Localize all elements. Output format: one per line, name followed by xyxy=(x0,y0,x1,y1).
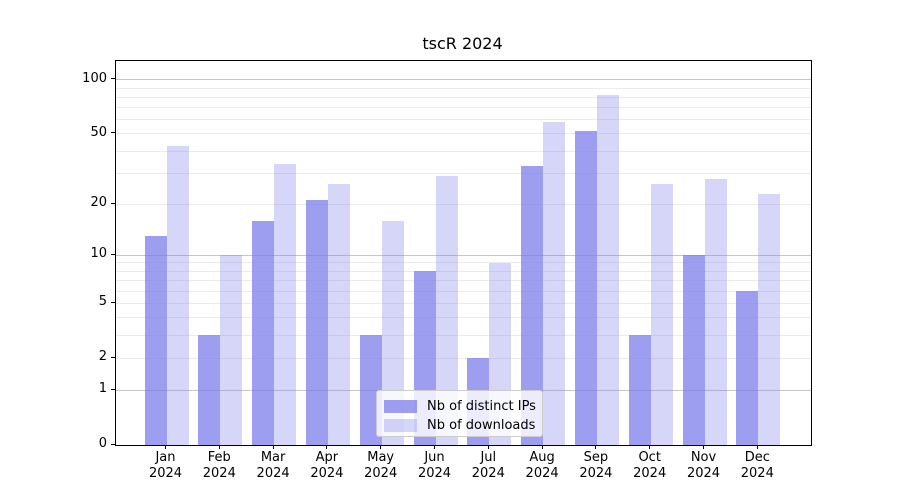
bar-distinct-ips xyxy=(521,165,544,445)
x-axis-tick-mark xyxy=(434,445,435,449)
grid-line-minor xyxy=(116,87,811,89)
x-axis-tick-mark xyxy=(326,445,328,449)
x-axis-tick-mark xyxy=(756,445,758,449)
y-axis-tick-label: 5 xyxy=(98,294,107,310)
grid-line-minor xyxy=(116,262,811,264)
bar-downloads xyxy=(327,184,350,445)
chart-title: tscR 2024 xyxy=(422,34,503,53)
x-axis-tick-mark xyxy=(703,445,704,449)
grid-line-minor xyxy=(116,302,811,304)
grid-line-minor xyxy=(116,119,811,121)
y-axis-tick-mark xyxy=(111,132,115,134)
legend: Nb of distinct IPs Nb of downloads xyxy=(376,390,543,437)
x-axis-tick-mark xyxy=(595,445,597,449)
legend-label-downloads: Nb of downloads xyxy=(427,417,536,433)
x-axis-tick-label: Apr 2024 xyxy=(310,450,344,481)
bar-downloads xyxy=(166,145,189,445)
x-axis-tick-label: Jun 2024 xyxy=(417,450,452,481)
x-axis-tick-label: Jul 2024 xyxy=(471,450,505,481)
grid-line-minor xyxy=(116,290,811,292)
bar-downloads xyxy=(650,184,673,445)
legend-swatch-distinct-ips xyxy=(384,399,417,413)
bar-downloads xyxy=(758,193,781,445)
bar-downloads xyxy=(543,122,566,445)
bar-downloads xyxy=(381,220,404,445)
legend-item: Nb of distinct IPs xyxy=(384,397,536,415)
bar-downloads xyxy=(435,175,458,445)
legend-item: Nb of downloads xyxy=(384,416,536,434)
grid-line-minor xyxy=(116,279,811,281)
bar-distinct-ips xyxy=(736,291,759,445)
x-axis-tick-label: Sep 2024 xyxy=(579,450,613,481)
y-axis-tick-mark xyxy=(111,202,115,204)
x-axis-tick-label: Aug 2024 xyxy=(525,450,559,481)
y-axis-tick-mark xyxy=(111,443,115,445)
y-axis-tick-label: 1 xyxy=(98,381,107,397)
y-axis-tick-label: 2 xyxy=(98,349,107,365)
x-axis-tick-mark xyxy=(380,445,382,449)
grid-line-minor xyxy=(116,334,811,336)
y-axis-tick-label: 100 xyxy=(82,70,107,86)
x-axis-tick-mark xyxy=(165,445,166,449)
grid-line-minor xyxy=(116,357,811,359)
y-axis-tick-mark xyxy=(111,78,115,80)
y-axis-tick-label: 10 xyxy=(90,246,107,262)
x-axis-tick-label: Feb 2024 xyxy=(202,450,236,481)
x-axis-tick-mark xyxy=(649,445,651,449)
bar-downloads xyxy=(220,255,243,445)
grid-line-minor xyxy=(116,133,811,135)
bar-downloads xyxy=(704,178,727,445)
bar-distinct-ips xyxy=(198,335,221,445)
x-axis-tick-mark xyxy=(272,445,274,449)
x-axis-tick-label: Mar 2024 xyxy=(256,450,290,481)
grid-line-minor xyxy=(116,172,811,174)
x-axis-tick-label: Jan 2024 xyxy=(148,450,183,481)
x-axis-tick-label: Oct 2024 xyxy=(633,450,667,481)
plot-area xyxy=(115,60,812,446)
grid-line-major xyxy=(116,254,811,256)
y-axis-tick-mark xyxy=(111,253,115,255)
grid-line-minor xyxy=(116,107,811,109)
y-axis-tick-label: 50 xyxy=(90,124,107,140)
x-axis-tick-label: Dec 2024 xyxy=(740,450,774,481)
bar-distinct-ips xyxy=(305,200,328,445)
grid-line-minor xyxy=(116,150,811,152)
y-axis-tick-mark xyxy=(111,356,115,358)
bar-distinct-ips xyxy=(628,335,651,445)
y-axis-tick-label: 0 xyxy=(98,436,107,451)
bar-downloads xyxy=(274,163,297,445)
legend-swatch-downloads xyxy=(384,418,417,432)
x-axis-tick-mark xyxy=(487,445,489,449)
bar-distinct-ips xyxy=(574,130,597,445)
grid-line-minor xyxy=(116,317,811,319)
x-axis-tick-mark xyxy=(218,445,220,449)
bar-distinct-ips xyxy=(682,255,705,445)
y-axis-tick-mark xyxy=(111,388,115,390)
y-axis-tick-mark xyxy=(111,301,115,303)
x-axis-tick-label: May 2024 xyxy=(364,450,398,481)
grid-line-minor xyxy=(116,270,811,272)
grid-line-minor xyxy=(116,203,811,205)
bar-downloads xyxy=(596,95,619,445)
x-axis-tick-label: Nov 2024 xyxy=(686,450,721,481)
legend-label-distinct-ips: Nb of distinct IPs xyxy=(427,398,536,414)
bar-distinct-ips xyxy=(144,236,167,445)
x-axis-tick-mark xyxy=(541,445,543,449)
grid-line-major xyxy=(116,79,811,81)
grid-line-minor xyxy=(116,96,811,98)
bar-distinct-ips xyxy=(252,220,275,445)
y-axis-tick-label: 20 xyxy=(90,195,107,211)
